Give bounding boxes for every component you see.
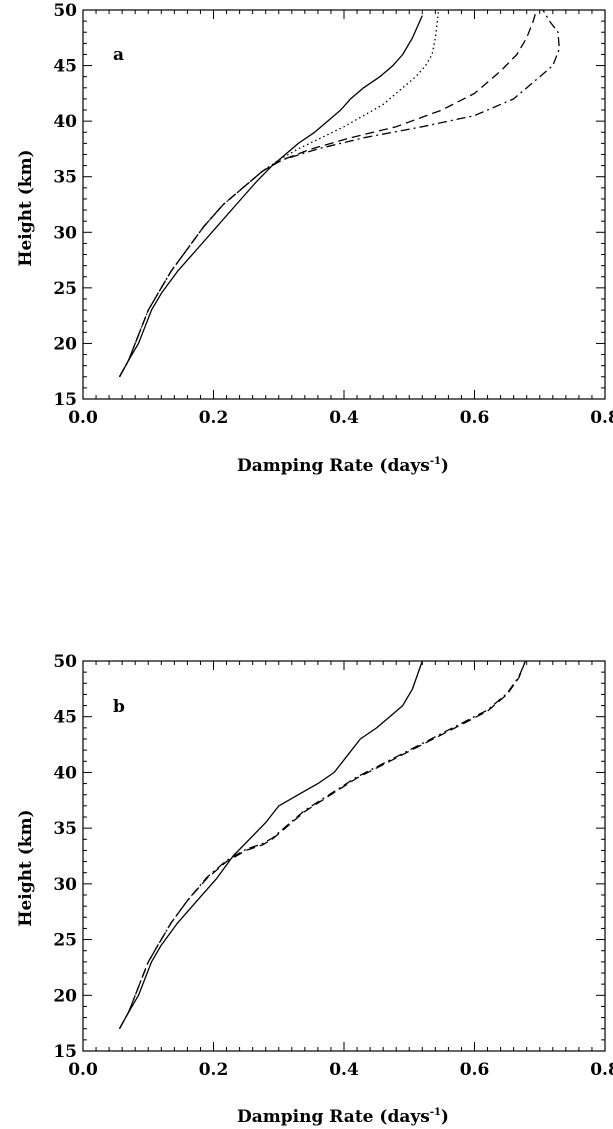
panel-a-y-tick-label: 40 (53, 112, 77, 132)
panel-b-y-tick-label: 25 (53, 931, 77, 951)
panel-b-y-tick-label: 30 (53, 875, 77, 895)
panel-a-xlabel-sup: -1 (430, 456, 441, 467)
panel-b-y-tick-label: 45 (53, 708, 77, 728)
panel-b-y-tick-label: 40 (53, 763, 77, 783)
panel-b-series-solid-line (118, 660, 423, 1030)
panel-b-ylabel: Height (km) (16, 809, 36, 926)
panel-b-series-dash-dot-line (118, 660, 527, 1030)
panel-b-x-tick-label: 0.2 (199, 1060, 229, 1080)
panel-a-xlabel-end: ) (441, 456, 449, 476)
panel-a-y-tick-label: 20 (53, 334, 77, 354)
panel-a-plot-frame (82, 9, 606, 400)
panel-b-series-dashed-line (118, 660, 527, 1030)
panel-b-x-tick-label: 0.4 (329, 1060, 359, 1080)
panel-b-chart: Height (km) b Damping Rate (days-1) 0.0 0… (16, 652, 613, 1127)
panel-a-x-tick-label: 0.8 (590, 408, 613, 428)
panel-b-xlabel-text: Damping Rate (days (237, 1107, 430, 1127)
panel-a-series-dash-dot-line (118, 9, 560, 378)
panel-a-y-tick-label: 45 (53, 57, 77, 77)
panel-a-y-tick-label: 35 (53, 168, 77, 188)
panel-a-x-tick-label: 0.6 (460, 408, 490, 428)
panel-b-x-tick-label: 0.8 (590, 1060, 613, 1080)
panel-b-x-tick-label: 0.0 (68, 1060, 98, 1080)
panel-a-xlabel: Damping Rate (days-1) (237, 456, 449, 476)
panel-a-series-dotted-line (118, 9, 440, 378)
panel-a-series-solid-line (118, 15, 423, 378)
panel-a-y-tick-label: 30 (53, 223, 77, 243)
panel-b-y-tick-label: 15 (53, 1042, 77, 1062)
panel-a-x-tick-label: 0.4 (329, 408, 359, 428)
panel-a-x-tick-label: 0.2 (199, 408, 229, 428)
panel-b-y-tick-label: 50 (53, 652, 77, 672)
panel-b-y-tick-label: 35 (53, 819, 77, 839)
panel-b-x-tick-label: 0.6 (460, 1060, 490, 1080)
panel-a-x-tick-label: 0.0 (68, 408, 98, 428)
panel-a-series-dashed-line (118, 9, 538, 378)
panel-b-xlabel-sup: -1 (430, 1107, 441, 1118)
panel-b-xlabel: Damping Rate (days-1) (237, 1107, 449, 1127)
panel-b-y-tick-label: 20 (53, 986, 77, 1006)
panel-a-label: a (113, 45, 124, 65)
panel-a-y-tick-label: 15 (53, 390, 77, 410)
panel-b-plot-frame (82, 660, 606, 1052)
panel-a-y-tick-label: 25 (53, 279, 77, 299)
panel-b-xlabel-end: ) (441, 1107, 449, 1127)
panel-a-y-tick-label: 50 (53, 1, 77, 21)
panel-a-ylabel: Height (km) (16, 149, 36, 266)
panel-a-chart: Height (km) a Damping Rate (days-1) 0.0 0… (16, 1, 613, 476)
panel-b-label: b (113, 697, 125, 717)
panel-a-xlabel-text: Damping Rate (days (237, 456, 430, 476)
